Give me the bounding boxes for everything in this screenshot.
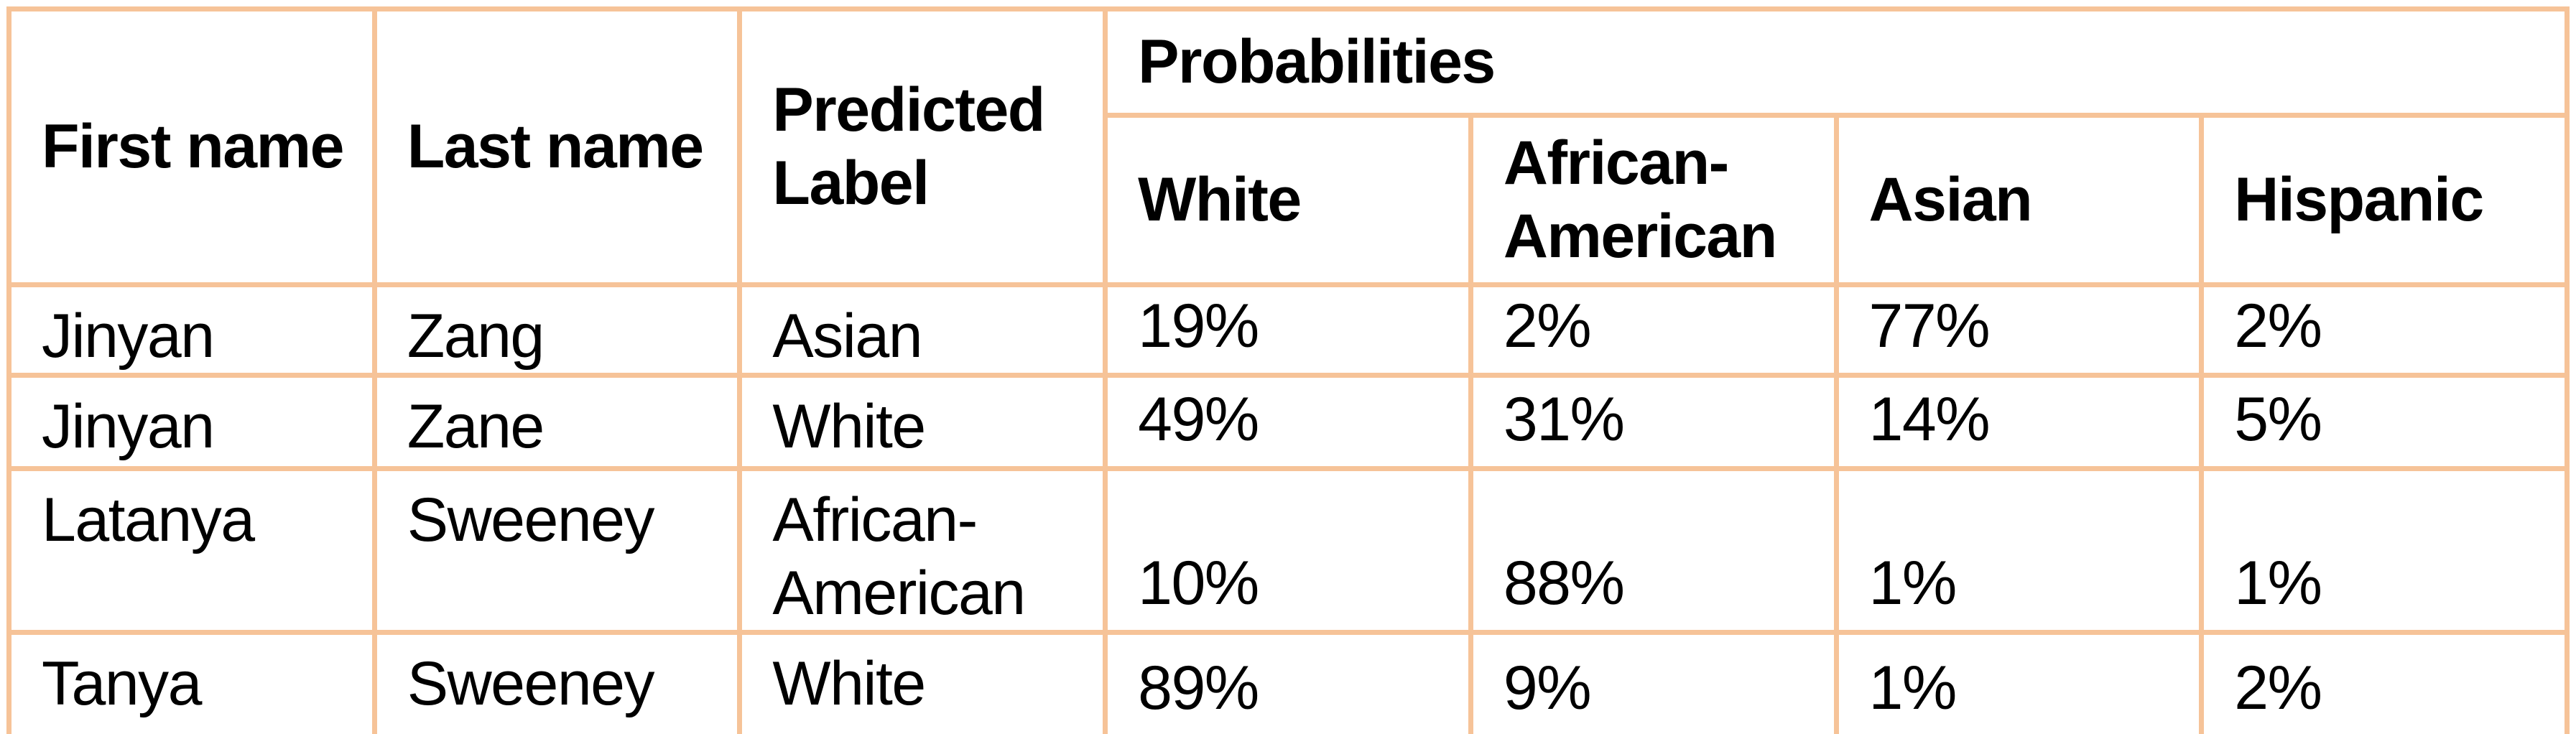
- cell-prob-hispanic: 2%: [2199, 630, 2570, 734]
- cell-prob-hispanic: 5%: [2199, 373, 2570, 472]
- column-header-prob-african-american: African-American: [1468, 113, 1839, 287]
- cell-predicted-label: Asian: [737, 282, 1108, 378]
- column-header-prob-hispanic: Hispanic: [2199, 113, 2570, 287]
- race-prediction-probability-table: First name Last name Predicted Label Pro…: [6, 6, 2570, 734]
- cell-prob-asian: 77%: [1833, 282, 2205, 378]
- cell-prob-white: 89%: [1103, 630, 1473, 734]
- table-row: Jinyan Zane White 49% 31% 14% 5%: [6, 373, 2570, 472]
- cell-prob-asian: 1%: [1833, 630, 2205, 734]
- cell-prob-white: 10%: [1103, 466, 1473, 636]
- cell-first-name: Jinyan: [6, 373, 377, 472]
- cell-predicted-label: White: [737, 630, 1108, 734]
- cell-prob-hispanic: 1%: [2199, 466, 2570, 636]
- cell-prob-african-american: 2%: [1468, 282, 1839, 378]
- cell-predicted-label: African-American: [737, 466, 1108, 636]
- cell-predicted-label: White: [737, 373, 1108, 472]
- column-header-prob-white: White: [1103, 113, 1473, 287]
- column-group-header-probabilities: Probabilities: [1103, 6, 2570, 118]
- cell-first-name: Jinyan: [6, 282, 377, 378]
- cell-prob-white: 19%: [1103, 282, 1473, 378]
- cell-prob-african-american: 9%: [1468, 630, 1839, 734]
- cell-prob-hispanic: 2%: [2199, 282, 2570, 378]
- column-header-last-name: Last name: [371, 6, 743, 287]
- column-header-prob-asian: Asian: [1833, 113, 2205, 287]
- table-row: Jinyan Zang Asian 19% 2% 77% 2%: [6, 282, 2570, 378]
- cell-prob-african-american: 31%: [1468, 373, 1839, 472]
- cell-last-name: Sweeney: [371, 630, 743, 734]
- cell-prob-asian: 1%: [1833, 466, 2205, 636]
- column-header-first-name: First name: [6, 6, 377, 287]
- cell-last-name: Zane: [371, 373, 743, 472]
- table-row: Latanya Sweeney African-American 10% 88%…: [6, 466, 2570, 636]
- cell-first-name: Tanya: [6, 630, 377, 734]
- cell-first-name: Latanya: [6, 466, 377, 636]
- header-row-sub: White African-American Asian Hispanic: [9, 113, 2570, 287]
- column-header-predicted-label: Predicted Label: [737, 6, 1108, 287]
- cell-prob-white: 49%: [1103, 373, 1473, 472]
- table-row: Tanya Sweeney White 89% 9% 1% 2%: [6, 630, 2570, 734]
- cell-prob-asian: 14%: [1833, 373, 2205, 472]
- header-row-group: First name Last name Predicted Label Pro…: [6, 6, 2570, 287]
- cell-last-name: Sweeney: [371, 466, 743, 636]
- cell-last-name: Zang: [371, 282, 743, 378]
- cell-prob-african-american: 88%: [1468, 466, 1839, 636]
